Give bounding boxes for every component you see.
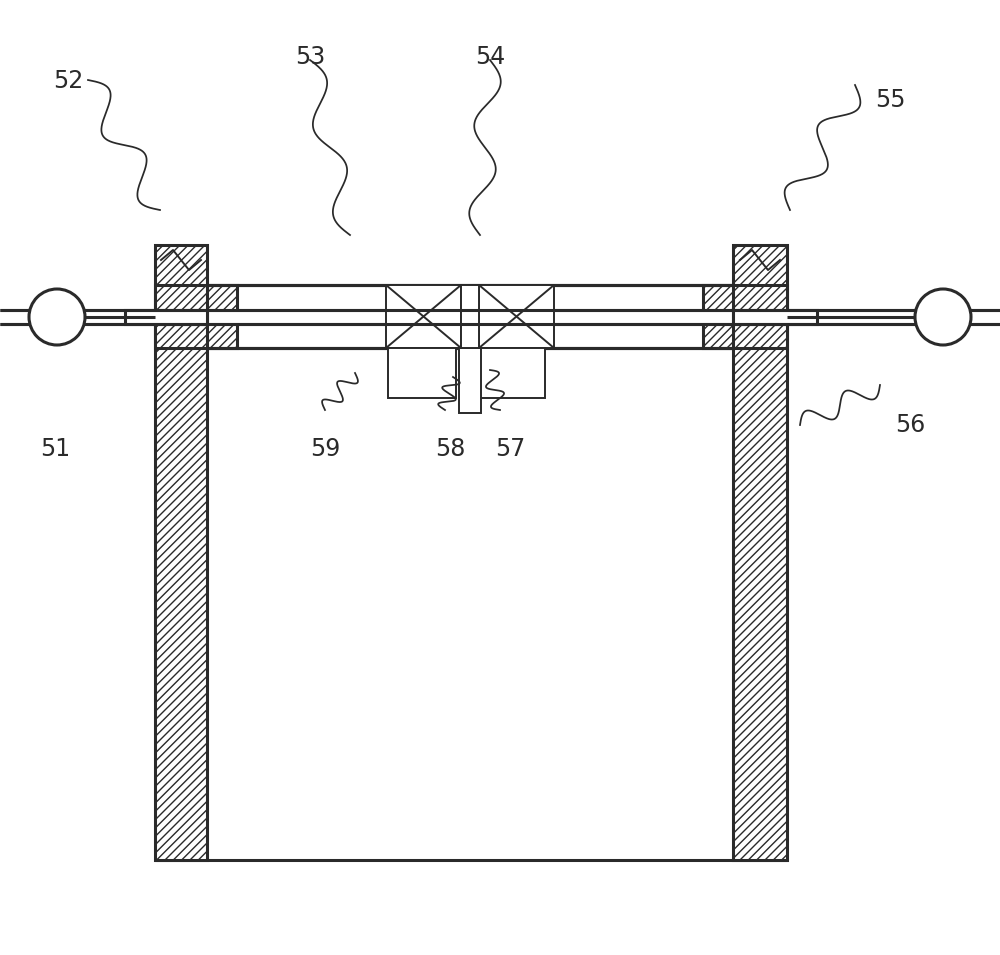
- Circle shape: [29, 289, 85, 345]
- Bar: [477, 348, 545, 398]
- Bar: [733, 310, 817, 324]
- Text: 54: 54: [475, 45, 505, 70]
- Circle shape: [915, 289, 971, 345]
- Bar: [479, 285, 554, 348]
- Bar: [207, 285, 733, 348]
- Text: 55: 55: [875, 88, 905, 113]
- Bar: [388, 348, 456, 398]
- Bar: [703, 285, 787, 348]
- Text: 59: 59: [310, 436, 340, 461]
- Bar: [733, 245, 787, 860]
- Bar: [461, 285, 479, 348]
- Bar: [386, 285, 461, 348]
- Bar: [0, 310, 1000, 324]
- Text: 51: 51: [40, 436, 70, 461]
- Text: 56: 56: [895, 413, 925, 437]
- Text: 58: 58: [435, 436, 465, 461]
- Bar: [207, 285, 733, 348]
- Text: 53: 53: [295, 45, 325, 70]
- Bar: [459, 348, 481, 413]
- Bar: [155, 285, 237, 348]
- Text: 52: 52: [53, 69, 83, 94]
- Text: 57: 57: [495, 436, 525, 461]
- Bar: [125, 310, 207, 324]
- Bar: [155, 245, 207, 860]
